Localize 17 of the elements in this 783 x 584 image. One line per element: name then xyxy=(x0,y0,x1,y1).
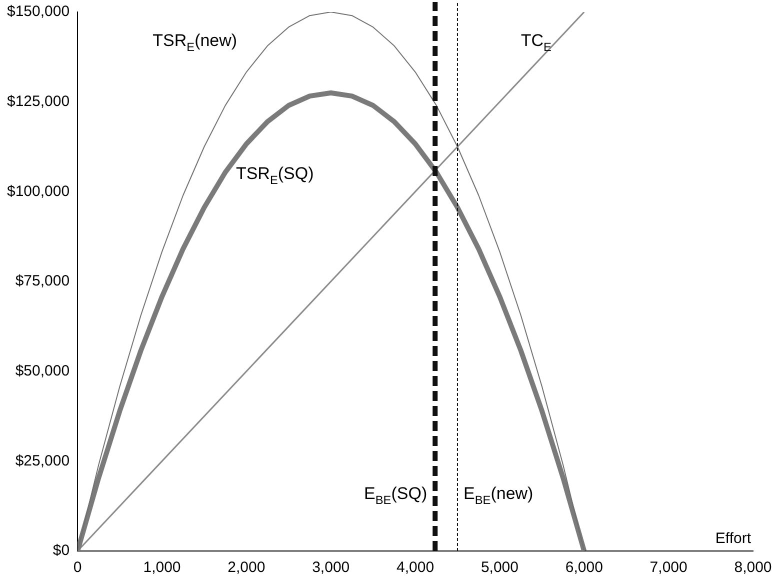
y-tick-label: $100,000 xyxy=(6,182,70,200)
x-tick-label: 7,000 xyxy=(650,559,688,576)
x-tick-label: 3,000 xyxy=(312,559,350,576)
y-tick-label: $150,000 xyxy=(6,3,70,20)
y-tick-label: $25,000 xyxy=(15,452,70,470)
y-tick-label: $0 xyxy=(52,542,70,560)
x-tick-label: 8,000 xyxy=(734,559,772,576)
y-tick-label: $125,000 xyxy=(6,92,70,110)
y-tick-label: $50,000 xyxy=(15,362,70,380)
x-tick-label: 2,000 xyxy=(228,559,266,576)
x-tick-label: 1,000 xyxy=(143,559,181,576)
x-axis-title: Effort xyxy=(715,530,752,547)
x-tick-label: 4,000 xyxy=(396,559,434,576)
x-tick-label: 0 xyxy=(73,559,82,576)
x-tick-label: 5,000 xyxy=(480,559,518,576)
y-tick-label: $75,000 xyxy=(15,272,70,290)
x-tick-label: 6,000 xyxy=(565,559,603,576)
